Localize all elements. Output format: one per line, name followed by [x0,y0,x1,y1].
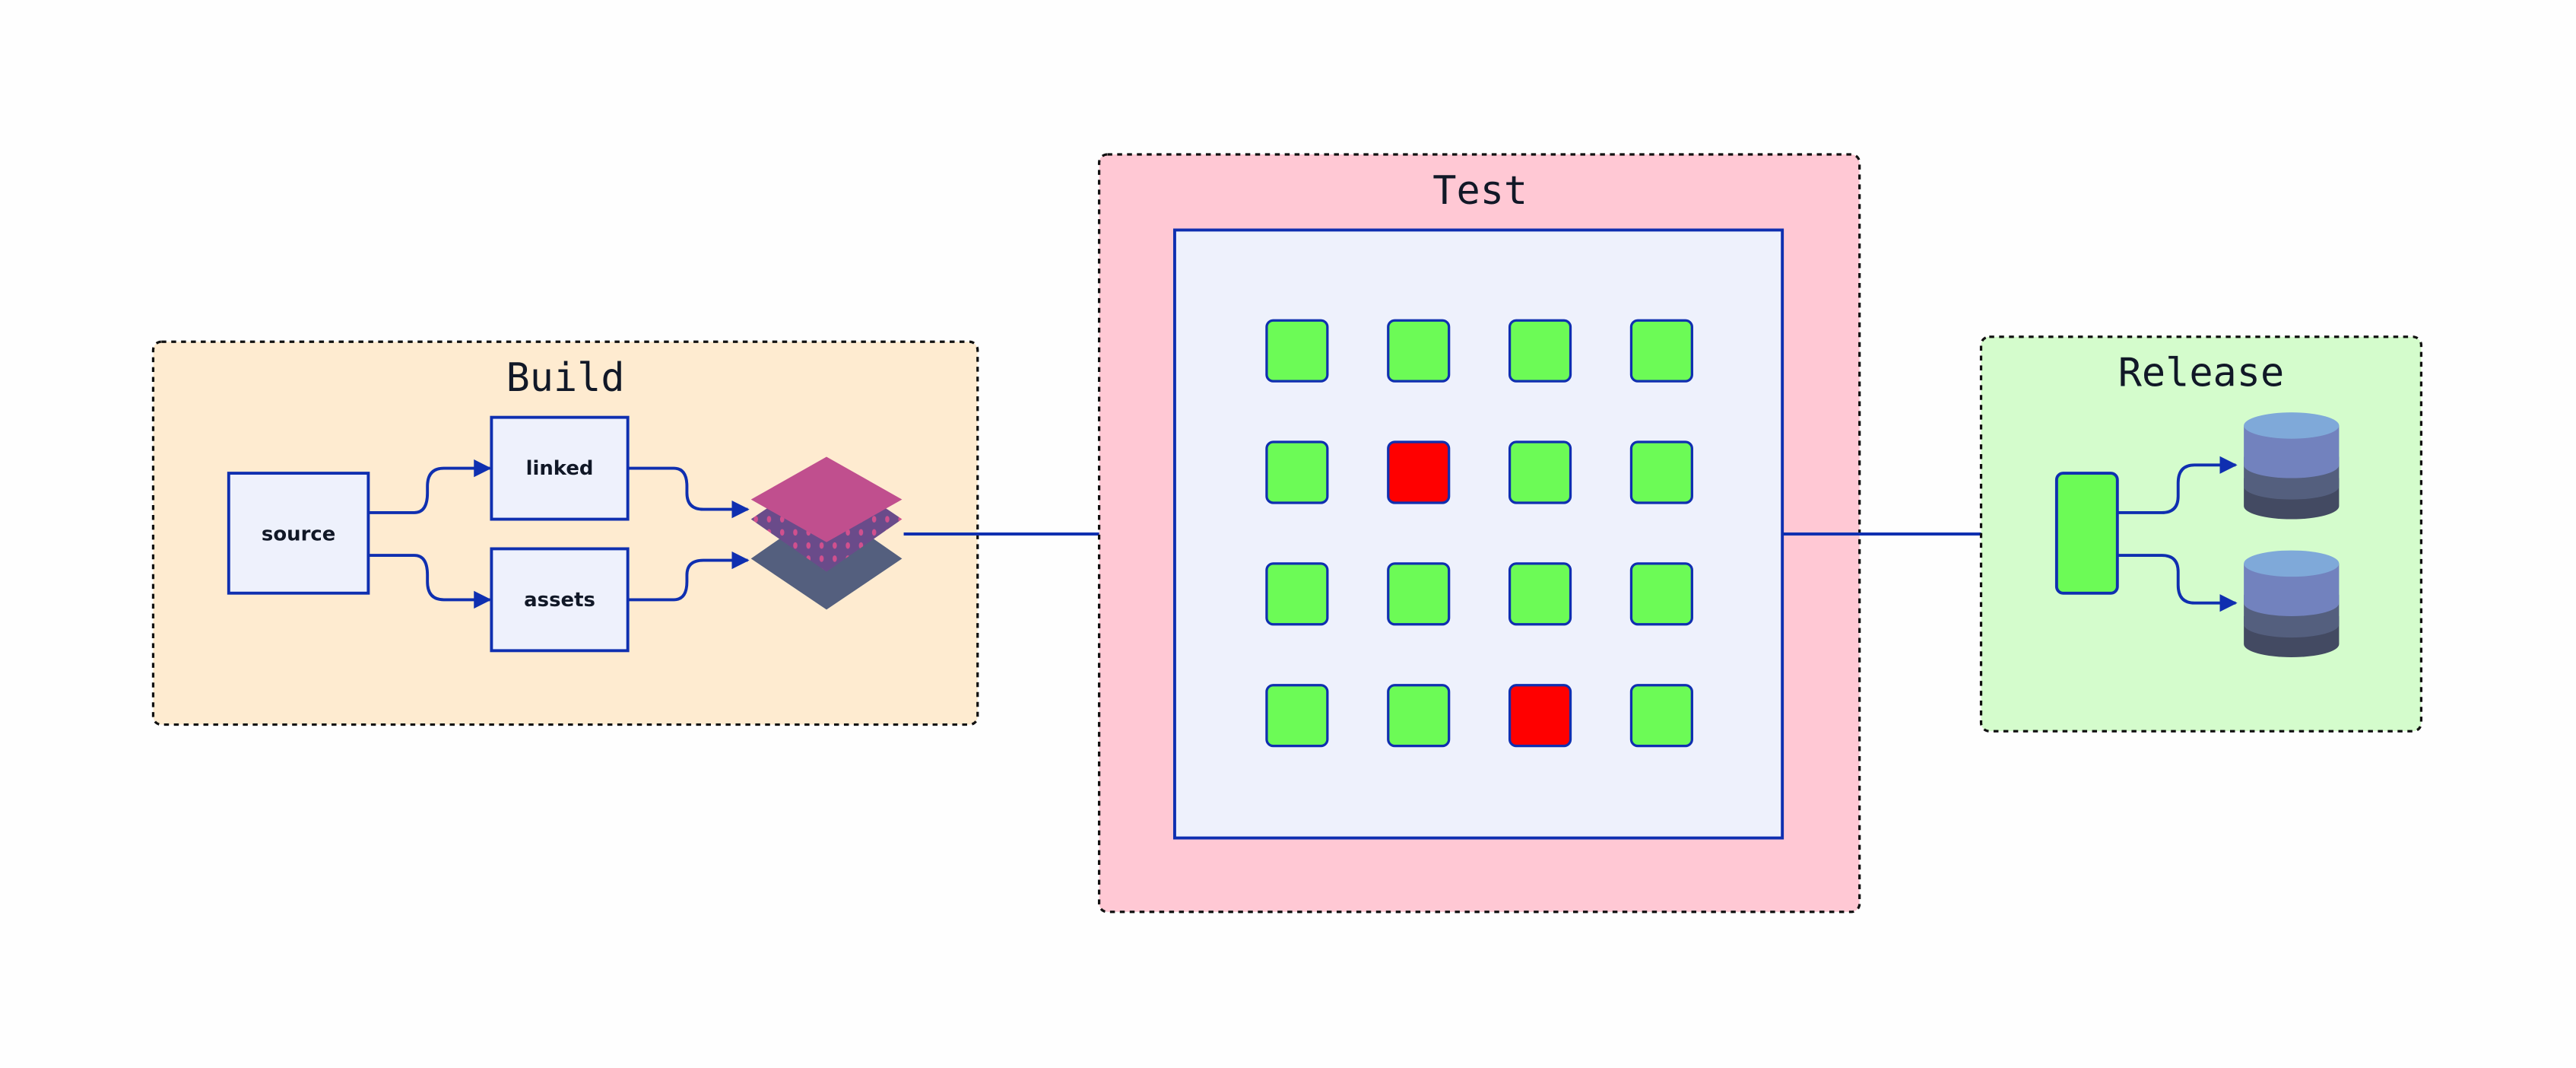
assets-node[interactable]: assets [490,547,630,653]
test-title: Test [1432,168,1528,214]
edge-source-assets [368,554,492,609]
release-gate[interactable] [2054,472,2119,595]
test-case-fail[interactable] [1387,440,1451,504]
test-case-pass[interactable] [1387,319,1451,383]
test-case-pass[interactable] [1508,562,1572,626]
test-case-pass[interactable] [1265,440,1329,504]
test-case-pass[interactable] [1629,440,1693,504]
database-icon [2244,412,2340,520]
test-case-pass[interactable] [1265,319,1329,383]
source-node[interactable]: source [227,472,370,595]
test-case-pass[interactable] [1629,319,1693,383]
database-icon [2244,550,2340,657]
edge-assets-artifact [627,551,750,602]
build-stage: Build source linked assets [151,340,979,726]
test-case-pass[interactable] [1629,684,1693,748]
test-case-pass[interactable] [1265,684,1329,748]
test-case-pass[interactable] [1387,684,1451,748]
edge-release-db2 [2117,554,2238,612]
test-grid [1265,319,1693,748]
edge-linked-artifact [627,466,750,519]
linked-label: linked [526,457,594,480]
test-stage: Test [1097,153,1861,914]
test-case-pass[interactable] [1265,562,1329,626]
edge-release-db1 [2117,456,2238,514]
release-title: Release [2118,351,2284,396]
test-case-pass[interactable] [1387,562,1451,626]
edge-source-linked [368,459,492,514]
linked-node[interactable]: linked [490,415,630,521]
release-stage: Release [1979,335,2423,733]
layers-icon [750,456,903,610]
test-suite-panel [1173,228,1784,840]
test-case-pass[interactable] [1629,562,1693,626]
assets-label: assets [524,589,595,612]
build-title: Build [506,355,625,401]
test-case-fail[interactable] [1508,684,1572,748]
test-case-pass[interactable] [1508,440,1572,504]
source-label: source [262,523,335,546]
test-case-pass[interactable] [1508,319,1572,383]
